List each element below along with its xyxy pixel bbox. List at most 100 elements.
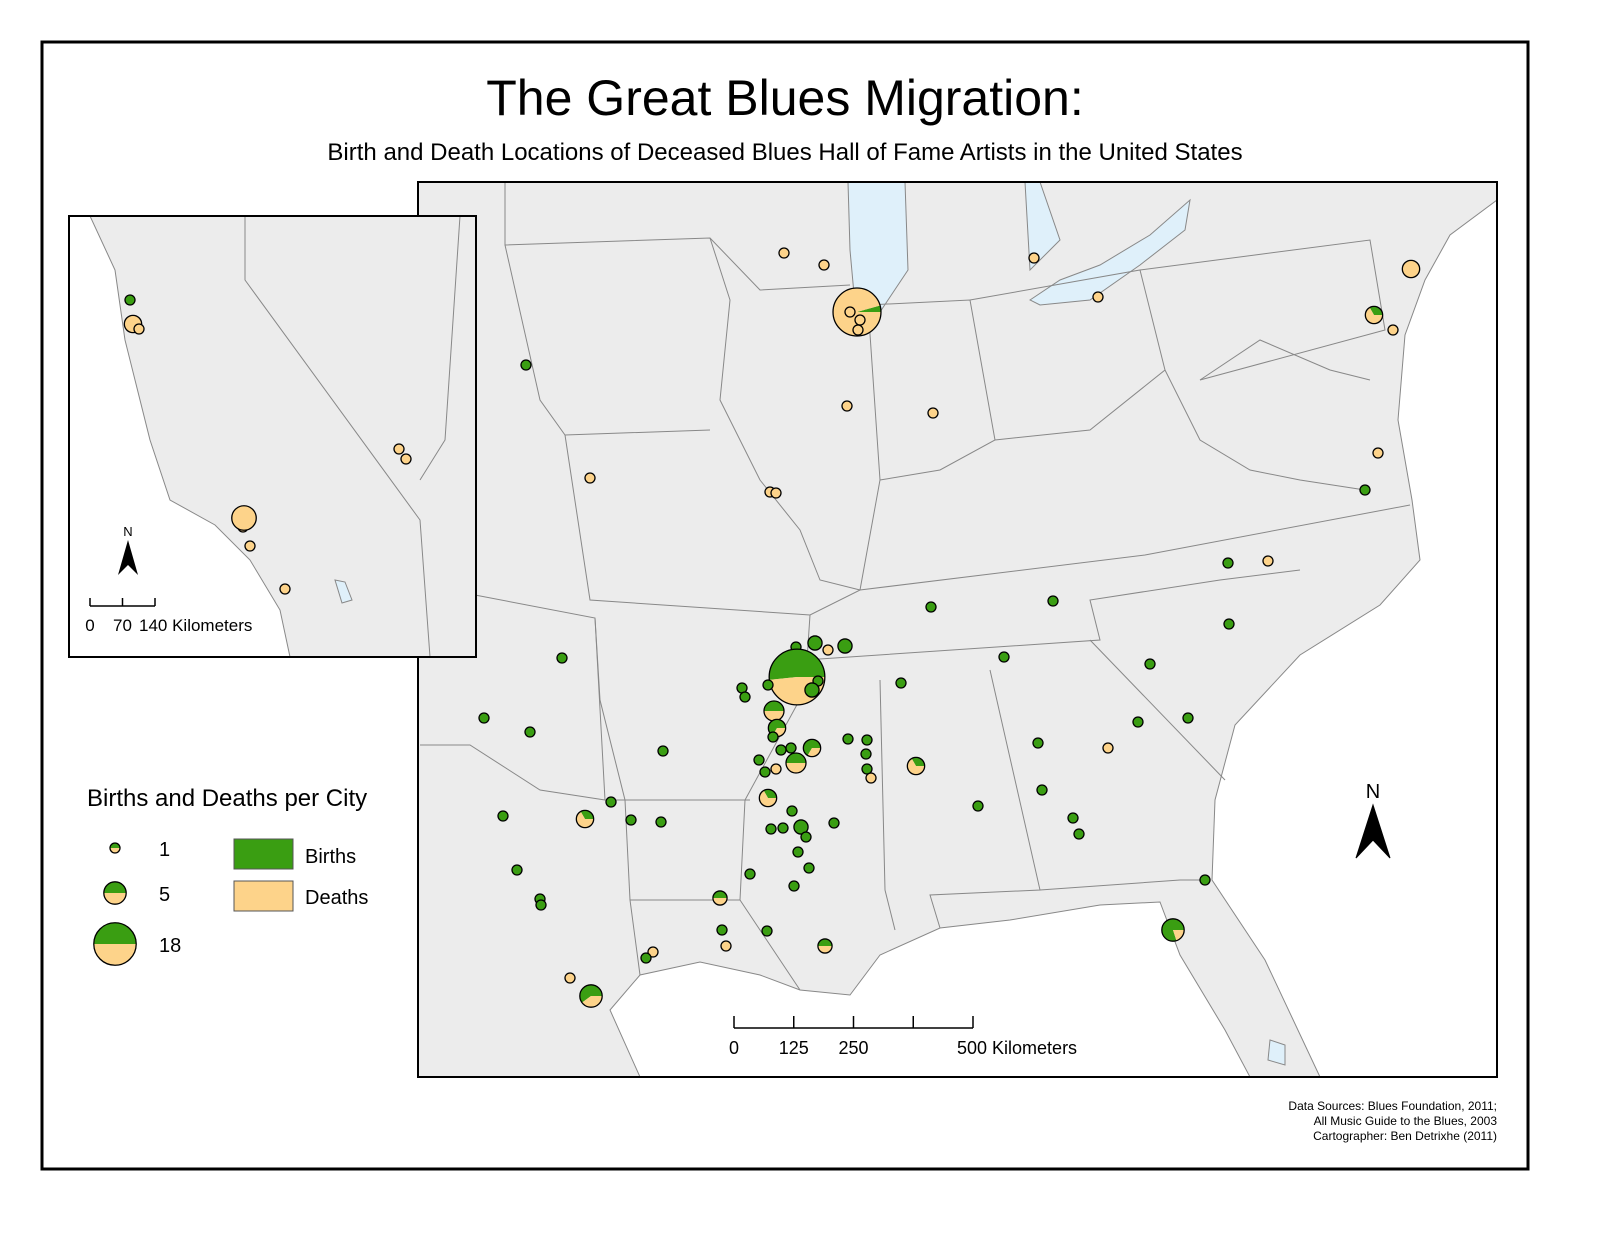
city-pie — [759, 766, 771, 778]
lake-erie — [1029, 198, 1191, 306]
scale-label: 70 — [113, 616, 132, 635]
city-pie — [860, 748, 872, 760]
city-pie — [753, 754, 765, 766]
city-pie — [393, 443, 405, 455]
city-pie — [556, 652, 568, 664]
main-map — [417, 181, 1498, 1078]
city-pie-outline — [802, 738, 822, 758]
legend-size-label: 5 — [159, 884, 170, 906]
city-pie — [761, 925, 773, 937]
legend-births-swatch — [233, 838, 294, 870]
city-pie — [1144, 658, 1156, 670]
city-pie-births — [803, 739, 821, 756]
city-pie — [657, 745, 669, 757]
city-pie — [739, 691, 751, 703]
inset-lake — [334, 579, 353, 604]
city-pie — [998, 651, 1010, 663]
city-pie — [524, 726, 536, 738]
city-pie — [716, 924, 728, 936]
city-pie — [818, 259, 830, 271]
city-pie-deaths — [833, 288, 881, 336]
city-pie — [778, 247, 790, 259]
city-pie-deaths — [907, 758, 925, 775]
city-pie — [854, 314, 866, 326]
legend-symbol-outline — [93, 922, 137, 966]
city-pie — [1132, 716, 1144, 728]
city-pie — [822, 644, 834, 656]
city-pie-deaths — [764, 711, 784, 721]
city-pie — [535, 899, 547, 911]
city-pie — [972, 800, 984, 812]
city-pie — [1047, 595, 1059, 607]
legend-symbol-outline — [103, 881, 127, 905]
legend-symbol-outline — [109, 842, 121, 854]
scale-label: 0 — [85, 616, 94, 635]
city-pie — [1036, 784, 1048, 796]
legend-size-label: 18 — [159, 935, 181, 957]
city-pie-outline — [579, 984, 603, 1008]
city-pie — [133, 323, 145, 335]
inset-land — [89, 216, 476, 657]
scale-label: 140 Kilometers — [139, 616, 252, 635]
source-line: All Music Guide to the Blues, 2003 — [1314, 1114, 1498, 1128]
city-pie — [1092, 291, 1104, 303]
city-pie — [640, 952, 652, 964]
city-pie — [511, 864, 523, 876]
city-pie — [478, 712, 490, 724]
city-pie — [124, 294, 136, 306]
city-pie — [647, 946, 659, 958]
city-pie — [804, 682, 820, 698]
city-pie — [625, 814, 637, 826]
legend-deaths-label: Deaths — [305, 887, 368, 909]
city-pie — [1028, 252, 1040, 264]
source-line: Cartographer: Ben Detrixhe (2011) — [1313, 1129, 1497, 1143]
city-pie — [1182, 712, 1194, 724]
inset-north-arrow — [118, 540, 138, 575]
city-pie — [400, 453, 412, 465]
city-pie — [1222, 557, 1234, 569]
city-pie — [925, 601, 937, 613]
city-pie — [1199, 874, 1211, 886]
city-pie — [844, 306, 856, 318]
city-pie — [927, 407, 939, 419]
city-pie — [244, 540, 256, 552]
city-pie — [770, 763, 782, 775]
city-pie — [762, 679, 774, 691]
city-pie — [852, 324, 864, 336]
city-pie — [861, 734, 873, 746]
city-pie-outline — [1364, 305, 1384, 325]
north-label: N — [1366, 781, 1380, 803]
city-pie — [1073, 828, 1085, 840]
inset-frame — [68, 215, 477, 658]
city-pie — [605, 796, 617, 808]
city-pie — [720, 940, 732, 952]
title: The Great Blues Migration: — [486, 70, 1084, 126]
city-pie — [767, 731, 779, 743]
city-pie — [807, 635, 823, 651]
city-pie — [1387, 324, 1399, 336]
city-pie-births — [817, 938, 833, 946]
subtitle: Birth and Death Locations of Deceased Bl… — [327, 139, 1242, 166]
source-line: Data Sources: Blues Foundation, 2011; — [1288, 1099, 1497, 1113]
city-pie-births — [764, 701, 784, 711]
city-pie — [1401, 259, 1421, 279]
city-pie-births — [769, 649, 825, 680]
city-pie — [786, 805, 798, 817]
city-pie-deaths — [712, 898, 728, 906]
city-pie — [1102, 742, 1114, 754]
city-pie-outline — [785, 752, 807, 774]
city-pie — [1262, 555, 1274, 567]
city-pie — [520, 359, 532, 371]
city-pie-outline — [712, 890, 728, 906]
city-pie-births — [857, 305, 881, 312]
city-pie — [861, 763, 873, 775]
city-pie — [497, 810, 509, 822]
city-pie-deaths — [786, 763, 806, 773]
legend-symbol-births — [93, 922, 137, 944]
city-pie — [785, 742, 797, 754]
city-pie-births — [579, 984, 603, 1003]
legend-symbol-deaths — [93, 944, 137, 966]
city-pie — [788, 880, 800, 892]
city-pie — [1223, 618, 1235, 630]
